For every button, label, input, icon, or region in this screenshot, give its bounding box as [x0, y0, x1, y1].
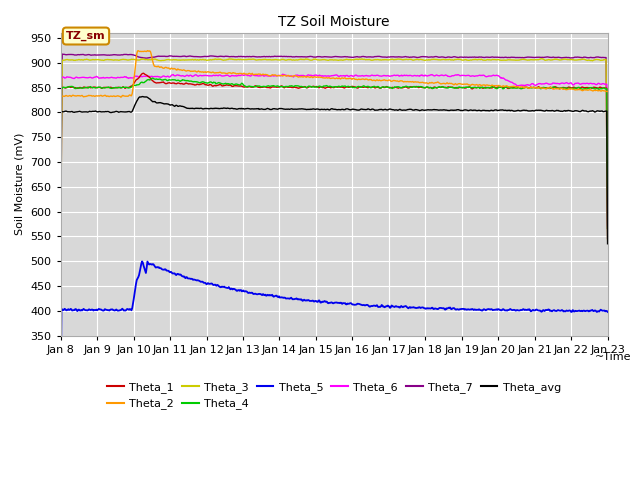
Theta_3	[538, 56, 546, 61]
Theta_6	[279, 72, 287, 77]
Theta_7	[179, 53, 187, 59]
Theta_4	[57, 226, 65, 232]
Theta_1	[417, 84, 425, 90]
Theta_1	[179, 81, 187, 87]
Theta_3	[417, 57, 424, 62]
Theta_avg	[208, 106, 216, 111]
Theta_3	[67, 57, 74, 63]
Theta_4	[67, 84, 74, 89]
Theta_2	[57, 300, 65, 305]
Theta_2	[143, 48, 151, 54]
Theta_4	[179, 77, 187, 83]
Theta_1	[123, 84, 131, 90]
Theta_3	[604, 237, 611, 242]
Theta_6	[401, 72, 409, 78]
Theta_7	[67, 51, 75, 57]
Theta_2	[417, 80, 425, 85]
Theta_avg	[401, 108, 409, 113]
Y-axis label: Soil Moisture (mV): Soil Moisture (mV)	[15, 133, 25, 236]
Theta_avg	[123, 109, 131, 115]
Theta_7	[401, 54, 409, 60]
Theta_6	[207, 73, 215, 79]
Theta_6	[417, 72, 425, 78]
Theta_2	[401, 79, 409, 84]
Line: Theta_1: Theta_1	[61, 73, 607, 228]
Theta_5	[208, 281, 216, 287]
Theta_2	[208, 70, 216, 75]
Theta_5	[57, 407, 65, 413]
Theta_7	[124, 52, 131, 58]
Theta_4	[149, 75, 157, 81]
Theta_5	[417, 305, 425, 311]
Theta_7	[208, 53, 216, 59]
Theta_avg	[604, 241, 611, 247]
Theta_avg	[57, 241, 65, 247]
Theta_4	[604, 226, 611, 231]
Text: TZ_sm: TZ_sm	[66, 31, 106, 41]
Theta_7	[58, 51, 66, 57]
Theta_6	[67, 74, 74, 80]
Theta_3	[401, 57, 408, 62]
Line: Theta_4: Theta_4	[61, 78, 607, 229]
Theta_4	[123, 84, 131, 90]
Theta_2	[179, 67, 187, 73]
Line: Theta_5: Theta_5	[61, 262, 607, 410]
Theta_1	[208, 83, 216, 89]
Theta_3	[123, 57, 131, 63]
Theta_avg	[417, 108, 425, 113]
Theta_4	[401, 84, 409, 89]
Line: Theta_3: Theta_3	[61, 59, 607, 240]
Theta_avg	[179, 104, 187, 109]
Theta_1	[140, 71, 147, 76]
Theta_1	[401, 84, 409, 90]
Theta_avg	[139, 94, 147, 99]
Theta_5	[179, 274, 187, 279]
Theta_5	[604, 309, 611, 315]
Theta_6	[123, 75, 131, 81]
Theta_1	[67, 84, 74, 90]
Theta_5	[401, 303, 409, 309]
Line: Theta_2: Theta_2	[61, 51, 607, 302]
Line: Theta_6: Theta_6	[61, 74, 607, 226]
Legend: Theta_1, Theta_2, Theta_3, Theta_4, Theta_5, Theta_6, Theta_7, Theta_avg: Theta_1, Theta_2, Theta_3, Theta_4, Thet…	[102, 377, 566, 414]
Theta_6	[57, 219, 65, 225]
Theta_7	[604, 235, 611, 241]
Theta_7	[57, 233, 65, 239]
Theta_3	[57, 237, 65, 242]
Theta_5	[123, 306, 131, 312]
Theta_6	[604, 223, 611, 229]
Theta_1	[57, 226, 65, 231]
X-axis label: ~Time: ~Time	[595, 352, 631, 362]
Theta_1	[604, 226, 611, 231]
Theta_2	[67, 93, 74, 99]
Theta_3	[179, 57, 186, 63]
Theta_6	[179, 73, 186, 79]
Theta_5	[67, 306, 74, 312]
Theta_5	[138, 259, 146, 264]
Theta_avg	[67, 109, 74, 115]
Line: Theta_7: Theta_7	[61, 54, 607, 238]
Theta_7	[417, 54, 425, 60]
Theta_4	[417, 84, 425, 90]
Line: Theta_avg: Theta_avg	[61, 96, 607, 244]
Theta_2	[123, 93, 131, 99]
Title: TZ Soil Moisture: TZ Soil Moisture	[278, 15, 390, 29]
Theta_3	[207, 57, 215, 63]
Theta_4	[208, 80, 216, 85]
Theta_2	[604, 88, 611, 94]
